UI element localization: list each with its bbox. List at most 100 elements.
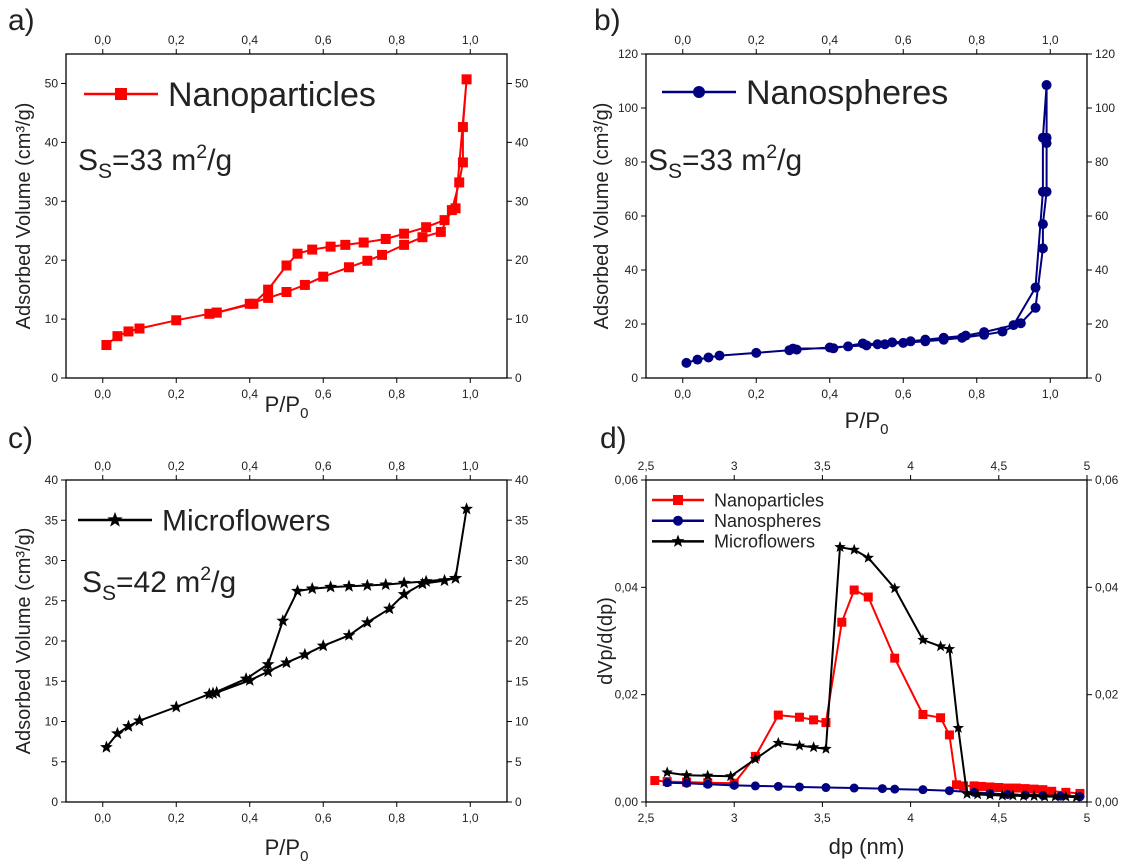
x-tick-label: 0,4 — [241, 811, 258, 825]
y-tick-label: 5 — [51, 755, 58, 769]
data-point — [918, 785, 928, 795]
data-point — [1070, 791, 1083, 803]
y-tick-label-right: 30 — [515, 554, 529, 568]
annotation-part-tail: /g — [777, 144, 802, 177]
series-microflowers — [661, 541, 1083, 803]
series-line — [105, 78, 468, 346]
data-point — [1008, 320, 1019, 331]
data-point — [449, 571, 462, 584]
legend-entry: Microflowers — [78, 505, 330, 538]
data-point — [890, 653, 900, 663]
x-tick-label: 4 — [907, 811, 914, 825]
x-tick-label-top: 0,8 — [388, 33, 405, 47]
x-tick-label-top: 0,8 — [388, 459, 405, 473]
data-point — [263, 292, 274, 303]
x-tick-label-top: 0,8 — [968, 33, 985, 47]
data-point — [1011, 783, 1021, 793]
data-point — [397, 576, 411, 589]
x-tick-label: 0,8 — [968, 387, 985, 401]
y-tick-label-right: 30 — [515, 194, 529, 208]
y-tick-label: 60 — [625, 209, 639, 223]
data-point — [111, 726, 124, 739]
data-point — [809, 715, 819, 725]
x-axis-label: P/P0 — [845, 408, 889, 438]
data-point — [1007, 789, 1019, 801]
data-point — [951, 780, 961, 790]
y-tick-label-right: 40 — [515, 473, 529, 487]
y-tick-label: 40 — [45, 135, 59, 149]
series-line — [686, 84, 1048, 364]
x-tick-label-top: 4,5 — [990, 459, 1007, 473]
y-tick-label-right: 40 — [1095, 263, 1109, 277]
data-point — [793, 739, 806, 751]
data-point — [243, 673, 257, 686]
legend-marker — [673, 495, 683, 505]
data-point — [703, 352, 714, 363]
legend-marker — [107, 511, 123, 527]
data-point — [976, 781, 986, 791]
data-point — [383, 602, 396, 615]
data-point — [772, 736, 785, 748]
y-tick-label-right: 80 — [1095, 155, 1109, 169]
data-point — [299, 279, 310, 290]
data-point — [325, 241, 336, 252]
y-tick-label-right: 20 — [1095, 317, 1109, 331]
legend-marker — [115, 88, 127, 100]
data-point — [305, 581, 319, 595]
data-point — [377, 249, 388, 260]
y-tick-label-right: 10 — [515, 715, 529, 729]
panel-label: a) — [8, 4, 35, 37]
data-point — [773, 710, 783, 720]
y-tick-label-right: 25 — [515, 594, 529, 608]
data-point — [112, 331, 123, 342]
plot-frame — [645, 479, 1088, 803]
y-tick-label: 30 — [45, 194, 59, 208]
x-tick-label-top: 3 — [731, 459, 738, 473]
panel-label: b) — [594, 4, 621, 37]
data-point — [944, 730, 954, 740]
data-point — [280, 656, 293, 669]
data-point — [454, 177, 465, 188]
y-tick-label: 10 — [45, 312, 59, 326]
data-point — [828, 343, 839, 354]
surface-area-annotation: SS=33 m2/g — [648, 141, 802, 183]
panel-b: 0,00,00,20,20,40,40,60,60,80,81,01,00 020… — [591, 4, 1115, 438]
y-tick-label: 0,00 — [615, 795, 639, 809]
data-point — [751, 347, 762, 358]
y-tick-label-right: 15 — [515, 674, 529, 688]
data-point — [204, 308, 215, 319]
data-point — [342, 579, 356, 592]
data-point — [682, 778, 692, 788]
data-point — [1049, 790, 1061, 802]
x-tick-label: 0,6 — [315, 811, 332, 825]
y-tick-label-right: 120 — [1095, 47, 1115, 61]
legend-entry: Microflowers — [652, 532, 815, 552]
data-point — [938, 332, 949, 343]
x-axis-label-subscript: 0 — [300, 848, 308, 865]
y-tick-label: 15 — [45, 674, 59, 688]
data-point — [1003, 783, 1013, 793]
data-point — [122, 719, 135, 732]
x-tick-label: 0,0 — [94, 811, 111, 825]
data-point — [848, 543, 860, 555]
x-tick-label-top: 0,0 — [674, 33, 691, 47]
x-tick-label-top: 1,0 — [462, 459, 479, 473]
y-tick-label: 0 — [631, 371, 638, 385]
y-tick-label: 20 — [45, 634, 59, 648]
legend-entry: Nanoparticles — [84, 76, 376, 114]
legend-marker — [693, 86, 705, 98]
x-tick-label: 0,0 — [94, 387, 111, 401]
data-point — [994, 783, 1004, 793]
data-point — [450, 203, 461, 214]
annotation-part-rest: =42 m — [116, 566, 200, 599]
legend-label: Nanospheres — [746, 74, 948, 112]
data-point — [997, 326, 1008, 337]
series-line — [667, 546, 1077, 799]
data-point — [979, 327, 990, 338]
data-point — [750, 781, 760, 791]
y-tick-label: 0,02 — [615, 688, 639, 702]
data-point — [888, 582, 901, 594]
surface-area-annotation: SS=42 m2/g — [82, 563, 236, 605]
data-point — [1037, 243, 1048, 254]
data-point — [358, 237, 369, 248]
